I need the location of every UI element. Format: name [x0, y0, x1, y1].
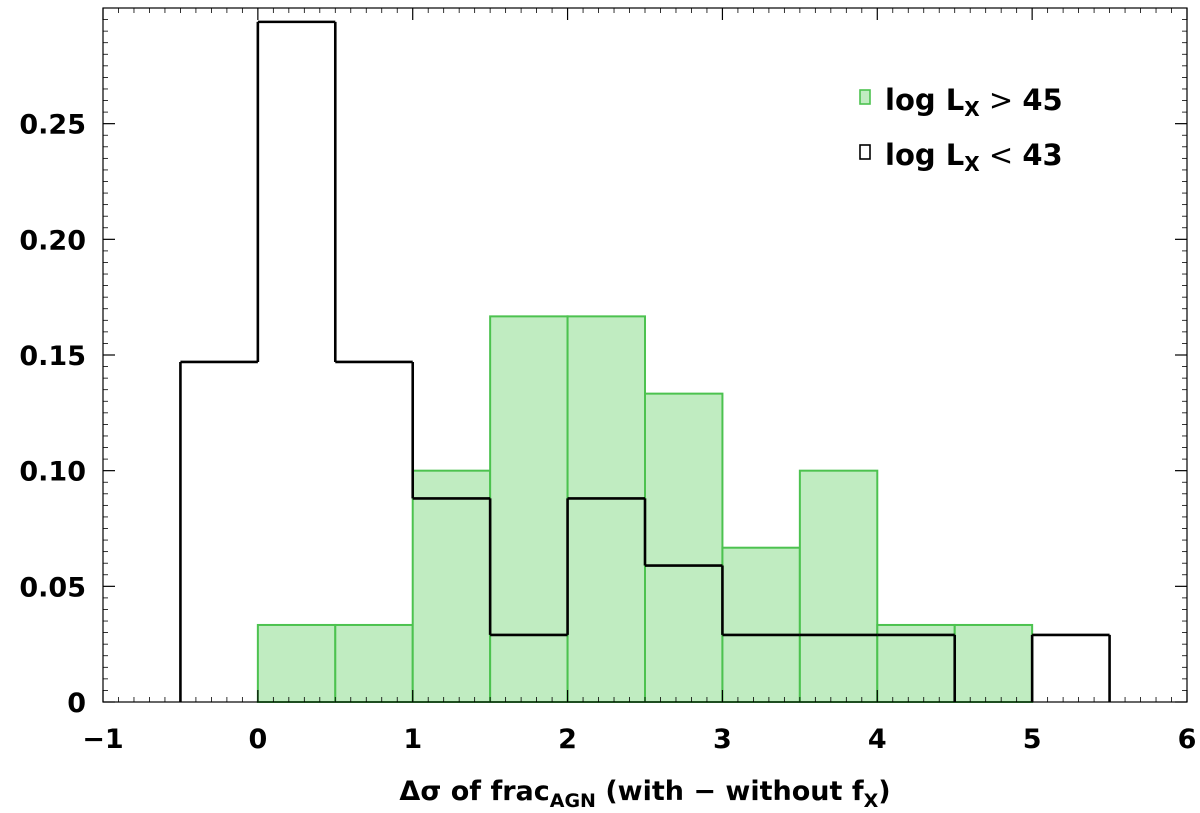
legend-entry-lt-43: log LX < 43	[859, 138, 1063, 176]
bar-log-lx-gt-45	[256, 623, 337, 703]
x-tick-label: −1	[82, 724, 123, 755]
bar-log-lx-gt-45	[566, 315, 646, 703]
step-layer	[179, 20, 1111, 702]
y-tick-label: 0.20	[19, 225, 86, 256]
x-tick-label: 1	[403, 724, 422, 755]
x-tick-label: 5	[1023, 724, 1042, 755]
y-tick-label: 0.10	[19, 457, 86, 488]
y-tick-label: 0	[67, 688, 86, 719]
bar-log-lx-gt-45	[334, 623, 414, 703]
bars-layer	[256, 315, 1034, 704]
legend: log LX > 45 log LX < 43	[859, 83, 1063, 176]
y-tick-label: 0.25	[19, 110, 86, 141]
bar-log-lx-gt-45	[953, 623, 1034, 703]
y-tick-label: 0.05	[19, 572, 86, 603]
bar-log-lx-gt-45	[876, 623, 956, 703]
bar-log-lx-gt-45	[721, 546, 801, 704]
legend-label: log LX < 43	[885, 138, 1063, 176]
legend-label: log LX > 45	[885, 83, 1063, 121]
x-tick-label: 6	[1178, 724, 1197, 755]
x-axis-label: Δσ of fracAGN (with − without fX)	[399, 776, 890, 812]
bar-log-lx-gt-45	[411, 469, 492, 703]
y-tick-label: 0.15	[19, 341, 86, 372]
bar-log-lx-gt-45	[644, 392, 724, 703]
legend-swatch	[859, 144, 871, 160]
legend-entry-gt-45: log LX > 45	[859, 83, 1063, 121]
x-tick-label: 0	[248, 724, 267, 755]
bar-log-lx-gt-45	[798, 469, 879, 703]
bar-log-lx-gt-45	[489, 315, 569, 703]
legend-swatch	[859, 89, 871, 105]
ticks-layer: −1 0 1 2 3 4 5 6 0 0.05 0.10 0.15 0.20 0.25	[19, 8, 1196, 755]
x-tick-label: 3	[713, 724, 732, 755]
x-tick-label: 4	[868, 724, 887, 755]
x-tick-label: 2	[558, 724, 577, 755]
